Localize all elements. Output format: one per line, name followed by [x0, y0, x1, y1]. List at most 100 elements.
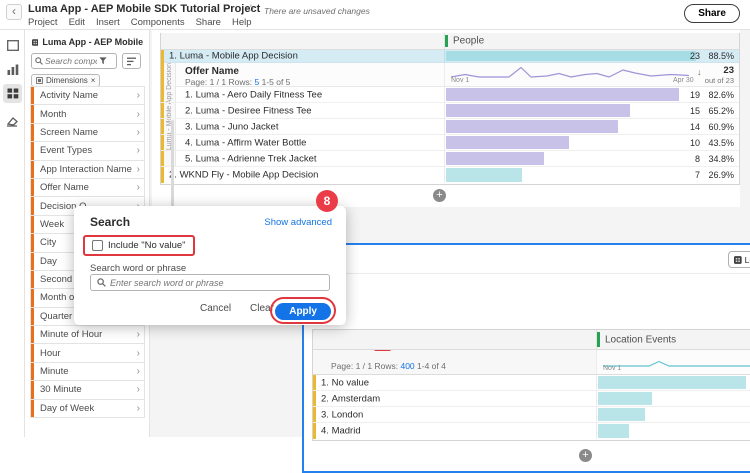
sidebar-item-label: Event Types	[40, 145, 93, 157]
search-word-field[interactable]	[90, 274, 330, 291]
sidebar-item-app-interaction-name[interactable]: App Interaction Name ›	[30, 159, 145, 179]
dimension-orange-marker	[31, 381, 34, 399]
sidebar-item-label: Activity Name	[40, 90, 99, 102]
show-advanced-link[interactable]: Show advanced	[264, 217, 332, 228]
rows-count-link[interactable]: 400	[400, 361, 415, 371]
sort-descending-icon[interactable]: ↓	[697, 67, 702, 77]
sort-components-button[interactable]	[122, 53, 141, 69]
dimension-orange-marker	[31, 178, 34, 197]
back-button[interactable]: ‹	[6, 4, 22, 20]
chip-close-icon[interactable]: ×	[90, 76, 96, 85]
menu-components[interactable]: Components	[130, 17, 185, 28]
chevron-right-icon: ›	[136, 402, 140, 414]
table-row[interactable]: 5. Luma - Adrienne Trek Jacket 8 34.8%	[161, 151, 739, 167]
dimension-orange-marker	[31, 326, 34, 344]
location-events-column-header[interactable]: Location Events	[596, 330, 750, 349]
parent-row-marker	[161, 50, 164, 167]
bottom-panel-selected[interactable]: Luma App - AEP Mobile SDK Tutori... ⌄ ✕ …	[302, 243, 750, 473]
chevron-right-icon: ›	[136, 126, 140, 138]
chevron-right-icon: ›	[136, 384, 140, 396]
components-icon[interactable]	[3, 84, 22, 103]
sidebar-item-30-minute[interactable]: 30 Minute ›	[30, 380, 145, 400]
search-dialog: Search Show advanced Include "No value" …	[74, 206, 346, 325]
favorite-star-icon[interactable]: ☆	[246, 3, 256, 15]
sidebar-item-label: Month	[40, 108, 67, 120]
sidebar-item-day-of-week[interactable]: Day of Week ›	[30, 398, 145, 419]
table-pagination: Page: 1 / 1 Rows: 400 1-4 of 4	[331, 361, 446, 371]
table-row[interactable]: 3. London 616.7%	[313, 407, 750, 423]
menu-share[interactable]: Share	[195, 17, 221, 28]
panel-dataset-dropdown[interactable]: Luma App - AEP Mobile SDK Tutori...	[728, 251, 750, 268]
sidebar-item-label: Second	[40, 274, 73, 286]
location-events-sparkline	[603, 360, 750, 367]
sidebar-item-activity-name[interactable]: Activity Name ›	[30, 86, 145, 106]
sidebar-item-label: Minute	[40, 366, 69, 378]
menu-edit[interactable]: Edit	[68, 17, 85, 28]
metric-header-label: Location Events	[605, 334, 677, 345]
sidebar-item-minute[interactable]: Minute ›	[30, 361, 145, 382]
menu-project[interactable]: Project	[28, 17, 58, 28]
sidebar-scrollbar[interactable]	[171, 120, 174, 240]
table-row[interactable]: 4. Madrid 411.1%	[313, 423, 750, 439]
row-value-cell: 23 88.5%	[444, 50, 739, 62]
top-table-column-header: People	[161, 33, 739, 50]
component-search-input[interactable]	[45, 56, 97, 66]
apply-button[interactable]: Apply	[275, 303, 331, 320]
table-row[interactable]: 3. Luma - Juno Jacket 14 60.9%	[161, 119, 739, 135]
sidebar-item-label: 30 Minute	[40, 384, 82, 396]
breakdown-header: Offer Name Page: 1 / 1 Rows: 5 1-5 of 5	[176, 63, 444, 87]
metric-green-bar	[445, 35, 448, 47]
table-row[interactable]: 1. No value 1952.8%	[313, 375, 750, 391]
share-button[interactable]: Share	[684, 4, 740, 23]
add-visualization-button[interactable]: +	[433, 189, 446, 202]
chevron-right-icon: ›	[136, 347, 140, 359]
panels-icon[interactable]	[3, 36, 22, 55]
dialog-title: Search	[90, 215, 131, 229]
dimension-icon	[36, 77, 43, 84]
cancel-button[interactable]: Cancel	[200, 303, 232, 314]
sidebar-item-screen-name[interactable]: Screen Name ›	[30, 122, 145, 143]
dimension-orange-marker	[31, 252, 34, 270]
search-word-input[interactable]	[110, 277, 323, 288]
add-visualization-button[interactable]: +	[579, 449, 592, 462]
sidebar-item-label: Day of Week	[40, 402, 95, 414]
sidebar-item-hour[interactable]: Hour ›	[30, 343, 145, 363]
rows-count-link[interactable]: 5	[254, 77, 260, 87]
sidebar-dataset-row[interactable]: Luma App - AEP Mobile SDK Tu...	[32, 37, 144, 47]
location-events-sparkline-cell: Nov 1 May 31 ↓ 36 out of 36	[596, 350, 750, 375]
menu-insert[interactable]: Insert	[95, 17, 120, 28]
sidebar-item-label: Week	[40, 218, 65, 230]
breakdown-pagination: Page: 1 / 1 Rows: 5 1-5 of 5	[185, 77, 291, 87]
dimension-orange-marker	[31, 344, 34, 362]
dimension-orange-marker	[31, 289, 34, 307]
dimension-orange-marker	[31, 399, 34, 418]
table-row[interactable]: 1. Luma - Aero Daily Fitness Tee 19 82.6%	[161, 87, 739, 103]
include-no-value-checkbox[interactable]	[92, 240, 103, 251]
search-word-label: Search word or phrase	[90, 263, 187, 274]
dimension-orange-marker	[31, 197, 34, 215]
dimension-orange-marker	[31, 215, 34, 234]
filter-funnel-icon[interactable]	[99, 57, 107, 65]
table-row[interactable]: 2. WKND Fly - Mobile App Decision 726.9%	[161, 167, 739, 183]
chevron-right-icon: ›	[136, 163, 140, 175]
visualizations-icon[interactable]	[3, 60, 22, 79]
dataset-name: Luma App - AEP Mobile SDK Tu...	[42, 37, 144, 47]
sidebar-item-event-types[interactable]: Event Types ›	[30, 141, 145, 161]
people-column-header[interactable]: People	[444, 33, 739, 49]
menu-help[interactable]: Help	[231, 17, 252, 28]
dropdown-value: Luma App - AEP Mobile SDK Tutori...	[744, 254, 750, 265]
table-row[interactable]: 1. Luma - Mobile App Decision 23 88.5%	[161, 50, 739, 63]
component-search-box[interactable]	[31, 53, 117, 69]
table-row[interactable]: 2. Luma - Desiree Fitness Tee 15 65.2%	[161, 103, 739, 119]
eraser-icon[interactable]	[3, 112, 22, 131]
sidebar-item-month[interactable]: Month ›	[30, 104, 145, 124]
sidebar-item-label: City	[40, 237, 57, 249]
sidebar-item-minute-of-hour[interactable]: Minute of Hour ›	[30, 325, 145, 345]
table-row[interactable]: 4. Luma - Affirm Water Bottle 10 43.5%	[161, 135, 739, 151]
table-row[interactable]: 2. Amsterdam 719.4%	[313, 391, 750, 407]
sidebar-item-label: Minute of Hour	[40, 329, 103, 341]
sidebar-item-offer-name[interactable]: Offer Name ›	[30, 177, 145, 198]
breakdown-dimension-title[interactable]: Offer Name	[185, 66, 239, 77]
clear-button[interactable]: Clear	[250, 303, 274, 314]
chevron-right-icon: ›	[136, 366, 140, 378]
